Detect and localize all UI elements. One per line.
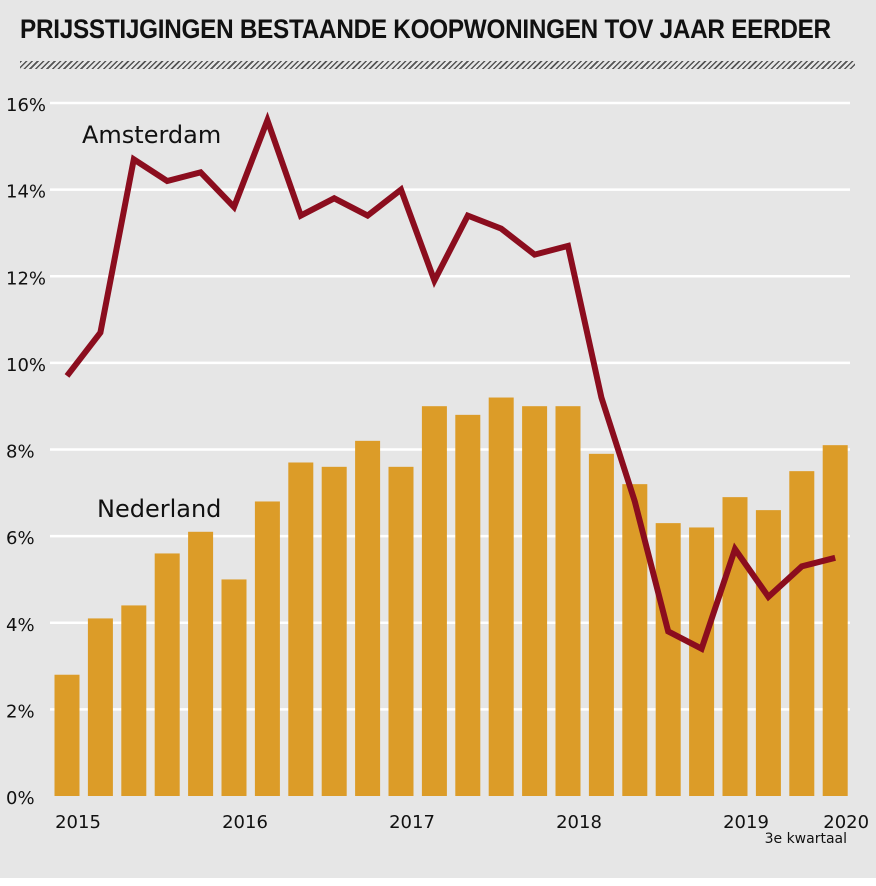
x-tick-label: 2019: [723, 812, 769, 833]
series-label-nederland: Nederland: [97, 495, 221, 523]
x-axis-note: 3e kwartaal: [765, 831, 847, 847]
bar-nederland-3: [154, 553, 180, 796]
y-tick-label: 12%: [6, 268, 46, 289]
bar-nederland-16: [588, 453, 614, 796]
bar-nederland-20: [722, 497, 748, 796]
x-tick-label: 2018: [556, 812, 602, 833]
y-tick-label: 6%: [6, 528, 35, 549]
bar-nederland-4: [188, 531, 214, 796]
bar-nederland-0: [54, 674, 80, 796]
series-label-amsterdam: Amsterdam: [82, 121, 221, 149]
amsterdam-line: [64, 111, 836, 653]
x-tick-label: 2015: [55, 812, 101, 833]
bar-nederland-19: [689, 527, 715, 796]
bar-nederland-1: [87, 618, 113, 796]
y-tick-label: 16%: [6, 95, 46, 116]
bar-nederland-5: [221, 579, 247, 796]
bar-nederland-23: [822, 445, 848, 796]
y-tick-label: 0%: [6, 788, 35, 809]
y-tick-label: 14%: [6, 182, 46, 203]
bar-nederland-8: [321, 466, 347, 796]
y-tick-label: 8%: [6, 442, 35, 463]
x-tick-label: 2016: [222, 812, 268, 833]
title-divider: [20, 61, 855, 69]
y-tick-label: 10%: [6, 355, 46, 376]
bar-nederland-6: [254, 501, 280, 796]
bar-nederland-15: [555, 406, 581, 796]
bar-nederland-14: [522, 406, 548, 796]
bar-nederland-9: [355, 440, 381, 796]
grid-lines: [50, 101, 850, 711]
bar-nederland-21: [755, 510, 781, 796]
bar-nederland-10: [388, 466, 414, 796]
chart-title: PRIJSSTIJGINGEN BESTAANDE KOOPWONINGEN T…: [20, 14, 831, 44]
y-tick-label: 4%: [6, 615, 35, 636]
bar-nederland-7: [288, 462, 314, 796]
bar-nederland-2: [121, 605, 147, 796]
bar-nederland-12: [455, 414, 481, 796]
x-tick-label: 2020: [823, 812, 869, 833]
bar-nederland-11: [421, 406, 447, 796]
bar-nederland-18: [655, 523, 681, 796]
series-labels: Amsterdam Nederland: [82, 121, 221, 523]
bottom-strip: [0, 878, 876, 886]
y-axis-ticks: 0% 2% 4% 6% 8% 10% 12% 14% 16%: [6, 95, 46, 809]
x-tick-label: 2017: [389, 812, 435, 833]
bar-nederland-22: [789, 471, 815, 796]
amsterdam-line-layer: [64, 111, 836, 653]
nederland-bars: [54, 397, 848, 796]
bar-nederland-13: [488, 397, 514, 796]
y-tick-label: 2%: [6, 701, 35, 722]
